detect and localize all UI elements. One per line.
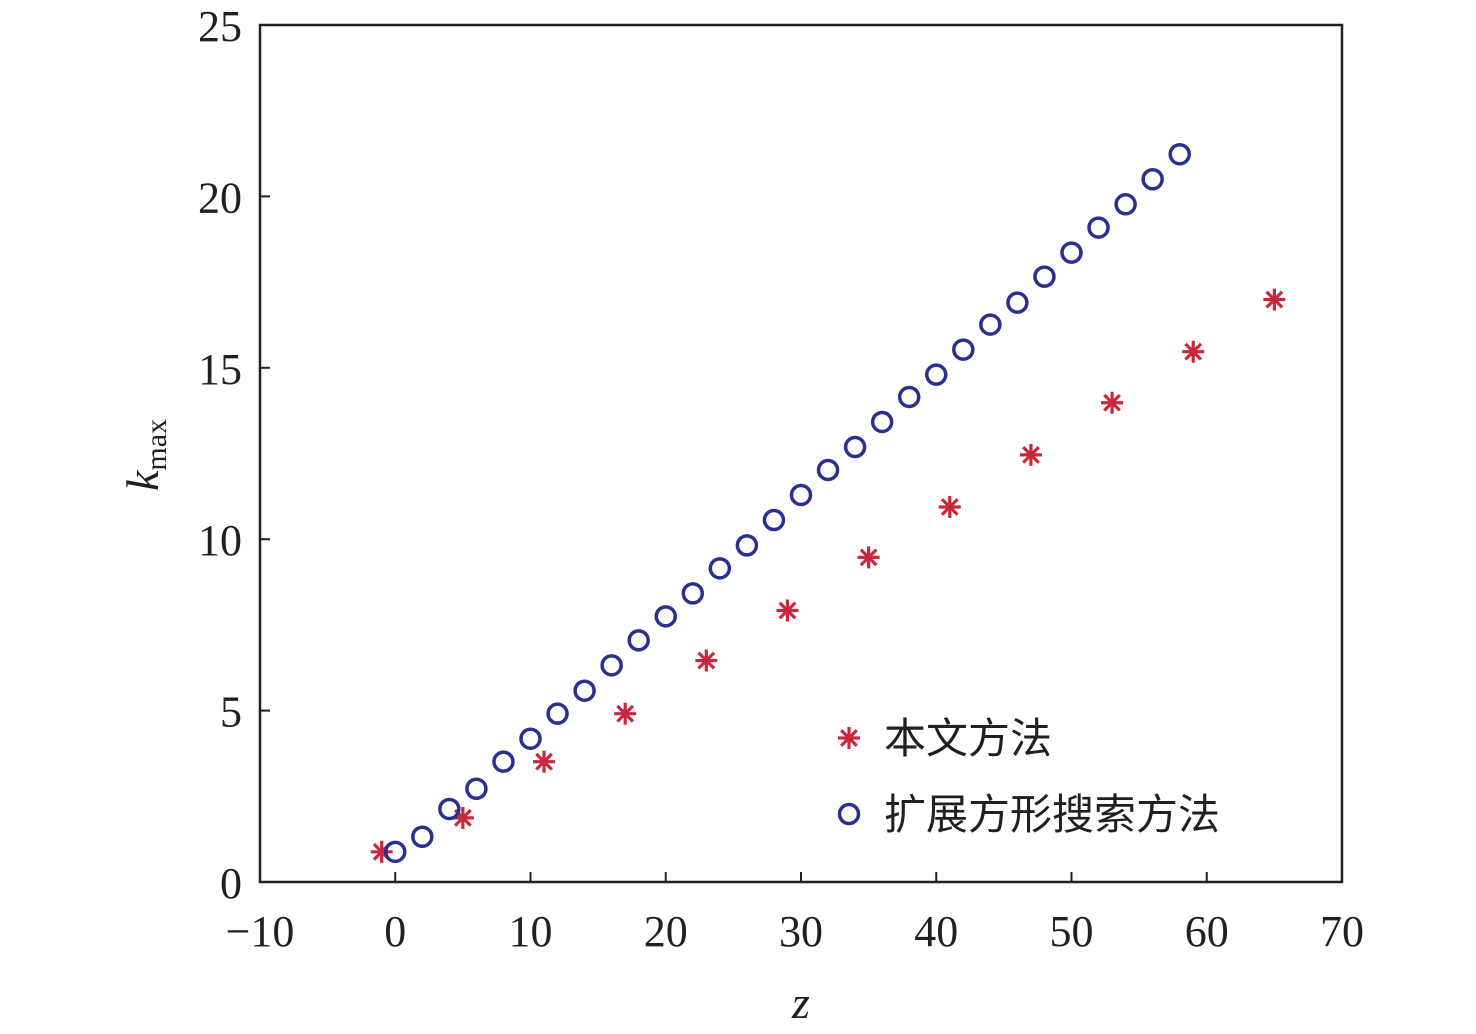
circle-point: [519, 727, 542, 750]
star-point: [1182, 340, 1205, 363]
circle-point: [465, 777, 488, 801]
circle-point: [816, 458, 840, 482]
circle-point: [979, 313, 1002, 336]
circle-point: [654, 605, 677, 628]
legend-star-icon: [838, 727, 860, 749]
y-tick-label: 20: [198, 173, 242, 222]
y-axis-label-main: k: [117, 469, 168, 491]
circle-point: [438, 797, 461, 821]
x-tick-label: 10: [509, 907, 553, 956]
x-tick-label: 40: [914, 907, 958, 956]
circle-point: [1114, 193, 1137, 216]
star-point: [938, 495, 961, 518]
circle-point: [1060, 241, 1083, 264]
x-axis-label: z: [791, 977, 810, 1028]
x-tick-label: −10: [226, 907, 295, 956]
star-point: [1101, 391, 1124, 414]
circle-point: [870, 410, 894, 434]
circle-point: [708, 557, 732, 580]
circle-point: [1033, 265, 1056, 288]
circle-point: [1087, 216, 1110, 239]
circle-point: [925, 363, 948, 386]
star-point: [1263, 288, 1286, 311]
legend-circle-icon: [837, 802, 861, 826]
x-tick-label: 70: [1320, 907, 1364, 956]
legend-label: 本文方法: [884, 714, 1052, 763]
circle-point: [546, 702, 569, 725]
star-point: [695, 649, 718, 672]
circle-point: [952, 338, 975, 361]
circle-point: [762, 508, 786, 532]
circle-point: [1006, 291, 1029, 314]
y-tick-label: 10: [198, 516, 242, 565]
circle-point: [492, 750, 515, 773]
y-axis-label: kmax: [117, 419, 173, 491]
circle-point: [384, 840, 407, 864]
y-tick-label: 25: [198, 2, 242, 51]
star-point: [533, 750, 556, 773]
circle-point: [411, 825, 434, 849]
plot-frame: [258, 23, 1344, 884]
circle-point: [600, 654, 623, 677]
circle-point: [843, 435, 867, 459]
star-point: [1019, 443, 1042, 466]
circle-point: [735, 534, 759, 557]
y-tick-label: 0: [220, 859, 242, 908]
circle-point: [897, 385, 921, 409]
y-tick-label: 5: [220, 688, 242, 737]
y-axis-label-sub: max: [140, 419, 173, 471]
circle-point: [1168, 142, 1191, 166]
x-tick-label: 60: [1185, 907, 1229, 956]
circle-point: [573, 679, 596, 702]
circle-point: [681, 582, 705, 605]
circle-point: [789, 483, 813, 507]
circle-point: [1141, 168, 1164, 191]
x-tick-label: 0: [384, 907, 406, 956]
x-tick-label: 30: [779, 907, 823, 956]
star-point: [857, 546, 880, 569]
legend-label: 扩展方形搜索方法: [884, 790, 1220, 839]
x-tick-label: 20: [644, 907, 688, 956]
y-tick-label: 15: [198, 345, 242, 394]
star-point: [776, 599, 799, 622]
star-point: [614, 702, 637, 725]
circle-point: [627, 629, 650, 652]
x-tick-label: 50: [1050, 907, 1094, 956]
